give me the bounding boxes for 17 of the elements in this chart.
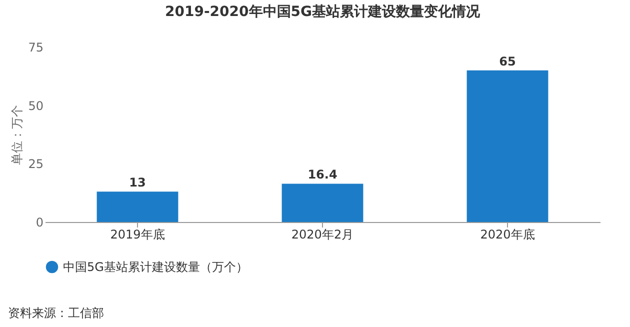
x-tick-label: 2020年2月 bbox=[291, 228, 354, 242]
y-tick-label: 50 bbox=[28, 98, 44, 113]
y-tick-label: 25 bbox=[28, 157, 44, 172]
y-tick-label: 0 bbox=[36, 216, 44, 230]
bar bbox=[282, 184, 364, 222]
y-tick-label: 75 bbox=[28, 40, 44, 54]
chart-title: 2019-2020年中国5G基站累计建设数量变化情况 bbox=[165, 3, 481, 20]
bar bbox=[96, 192, 178, 222]
x-tick-label: 2020年底 bbox=[480, 228, 535, 242]
bar bbox=[466, 70, 548, 222]
data-label: 13 bbox=[129, 176, 146, 190]
y-axis-title: 单位：万个 bbox=[10, 105, 24, 165]
legend-label: 中国5G基站累计建设数量（万个） bbox=[63, 260, 248, 274]
x-tick-label: 2019年底 bbox=[110, 228, 165, 242]
text: 资料来源：工信部 bbox=[8, 305, 104, 322]
data-label: 16.4 bbox=[308, 168, 338, 182]
data-label: 65 bbox=[499, 54, 516, 68]
